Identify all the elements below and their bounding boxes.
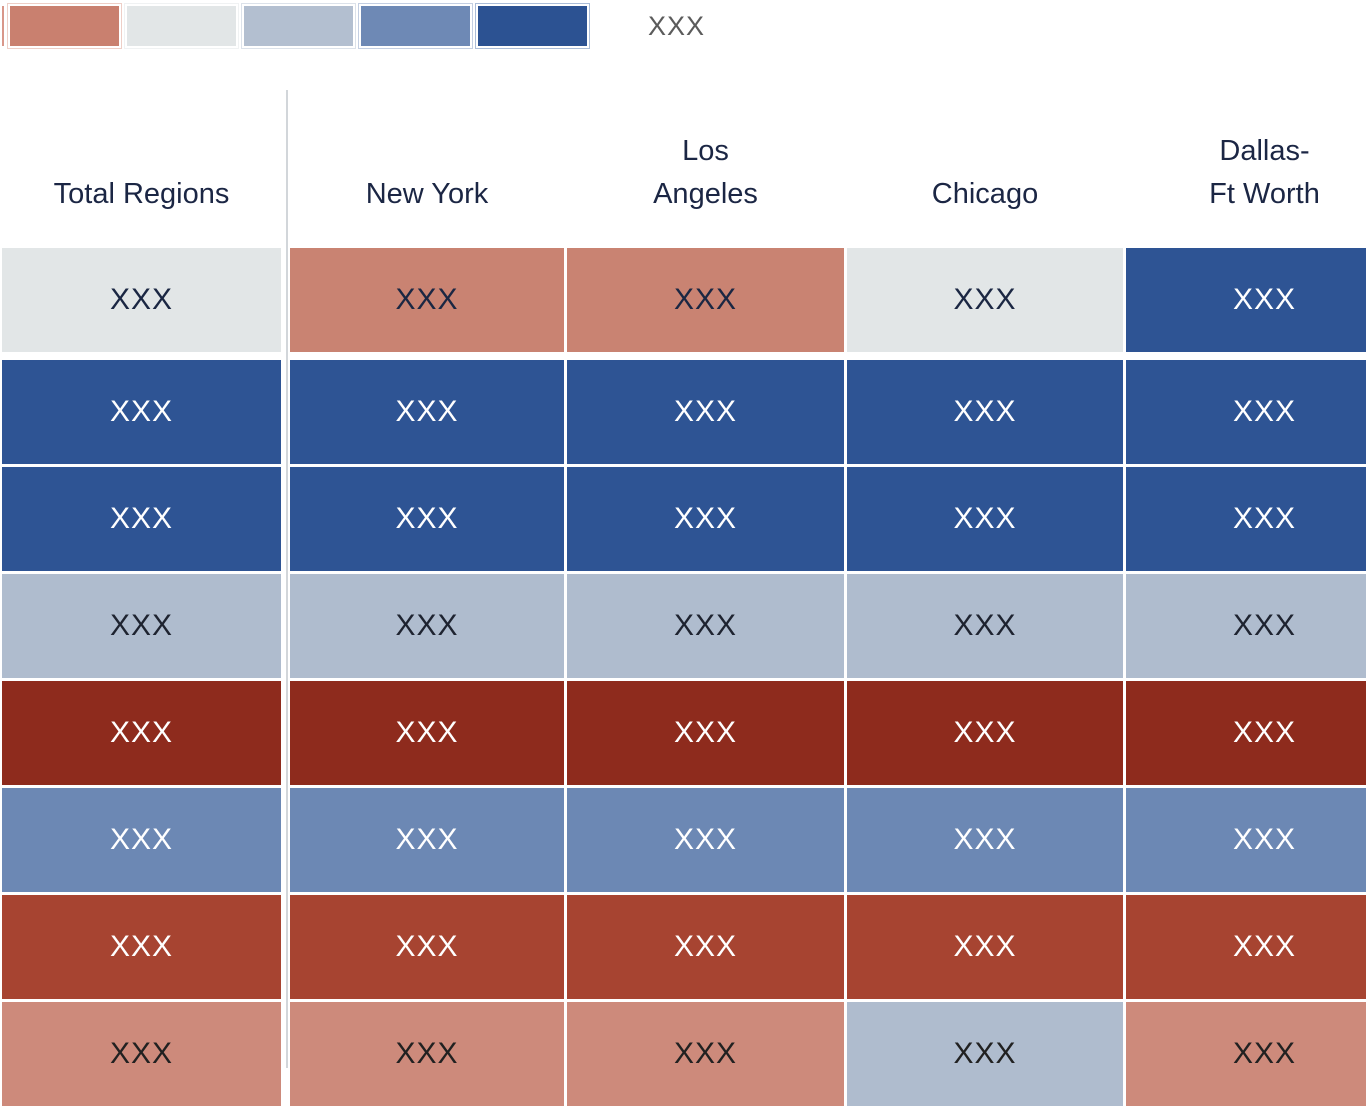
value-cell[interactable]: XXX bbox=[2, 681, 281, 785]
legend-swatch-medium-blue[interactable] bbox=[358, 3, 473, 49]
value-cell[interactable]: XXX bbox=[567, 895, 844, 999]
value-cell[interactable]: XXX bbox=[1126, 248, 1366, 352]
value-cell[interactable]: XXX bbox=[290, 681, 564, 785]
value-cell[interactable]: XXX bbox=[847, 895, 1123, 999]
value-cell[interactable]: XXX bbox=[2, 467, 281, 571]
legend-swatch-salmon[interactable] bbox=[7, 3, 122, 49]
column-header-los-angeles[interactable]: Los Angeles bbox=[653, 135, 758, 210]
value-cell[interactable]: XXX bbox=[567, 248, 844, 352]
legend-swatch-light-gray[interactable] bbox=[124, 3, 239, 49]
value-cell[interactable]: XXX bbox=[847, 467, 1123, 571]
value-cell[interactable]: XXX bbox=[567, 360, 844, 464]
value-cell[interactable]: XXX bbox=[290, 574, 564, 678]
value-cell[interactable]: XXX bbox=[1126, 1002, 1366, 1106]
legend-label: XXX bbox=[648, 10, 706, 41]
value-cell[interactable]: XXX bbox=[1126, 788, 1366, 892]
value-cell[interactable]: XXX bbox=[2, 1002, 281, 1106]
table-row: XXX XXX XXX XXX XXX bbox=[2, 574, 1366, 678]
value-cell[interactable]: XXX bbox=[2, 248, 281, 352]
value-cell[interactable]: XXX bbox=[1126, 360, 1366, 464]
value-cell[interactable]: XXX bbox=[290, 248, 564, 352]
value-cell[interactable]: XXX bbox=[567, 788, 844, 892]
legend-swatch-dark-blue[interactable] bbox=[475, 3, 590, 49]
value-cell[interactable]: XXX bbox=[847, 574, 1123, 678]
value-cell[interactable]: XXX bbox=[847, 248, 1123, 352]
value-cell[interactable]: XXX bbox=[290, 467, 564, 571]
value-cell[interactable]: XXX bbox=[1126, 681, 1366, 785]
legend-swatch-blue-gray[interactable] bbox=[241, 3, 356, 49]
table-row: XXX XXX XXX XXX XXX bbox=[2, 248, 1366, 352]
table-row: XXX XXX XXX XXX XXX bbox=[2, 788, 1366, 892]
value-cell[interactable]: XXX bbox=[290, 360, 564, 464]
column-header-dallas-ft-worth[interactable]: Dallas- Ft Worth bbox=[1209, 135, 1320, 210]
value-cell[interactable]: XXX bbox=[1126, 467, 1366, 571]
value-cell[interactable]: XXX bbox=[2, 895, 281, 999]
value-cell[interactable]: XXX bbox=[567, 574, 844, 678]
value-cell[interactable]: XXX bbox=[847, 788, 1123, 892]
column-header-new-york[interactable]: New York bbox=[365, 178, 489, 210]
value-cell[interactable]: XXX bbox=[2, 574, 281, 678]
value-cell[interactable]: XXX bbox=[290, 895, 564, 999]
value-cell[interactable]: XXX bbox=[1126, 895, 1366, 999]
value-cell[interactable]: XXX bbox=[567, 681, 844, 785]
color-legend: XXX bbox=[0, 3, 705, 49]
value-cell[interactable]: XXX bbox=[847, 681, 1123, 785]
value-cell[interactable]: XXX bbox=[567, 467, 844, 571]
legend-swatches bbox=[7, 3, 593, 49]
value-cell[interactable]: XXX bbox=[567, 1002, 844, 1106]
column-header-total-regions[interactable]: Total Regions bbox=[53, 178, 230, 210]
column-headers: Total Regions New York Los Angeles Chica… bbox=[0, 90, 1366, 244]
table-row: XXX XXX XXX XXX XXX bbox=[2, 1002, 1366, 1106]
value-cell[interactable]: XXX bbox=[1126, 574, 1366, 678]
value-cell[interactable]: XXX bbox=[290, 788, 564, 892]
table-row: XXX XXX XXX XXX XXX bbox=[2, 360, 1366, 464]
value-cell[interactable]: XXX bbox=[847, 1002, 1123, 1106]
table-row: XXX XXX XXX XXX XXX bbox=[2, 467, 1366, 571]
table-row: XXX XXX XXX XXX XXX bbox=[2, 895, 1366, 999]
value-cell[interactable]: XXX bbox=[847, 360, 1123, 464]
table-row: XXX XXX XXX XXX XXX bbox=[2, 681, 1366, 785]
value-cell[interactable]: XXX bbox=[290, 1002, 564, 1106]
table-body: XXX XXX XXX XXX XXX XXX XXX XXX XXX XXX XXX XXX XXX X… bbox=[0, 248, 1366, 1109]
column-header-chicago[interactable]: Chicago bbox=[931, 178, 1039, 210]
value-cell[interactable]: XXX bbox=[2, 360, 281, 464]
column-divider bbox=[286, 90, 288, 1068]
legend-partial-swatch bbox=[0, 4, 6, 48]
value-cell[interactable]: XXX bbox=[2, 788, 281, 892]
